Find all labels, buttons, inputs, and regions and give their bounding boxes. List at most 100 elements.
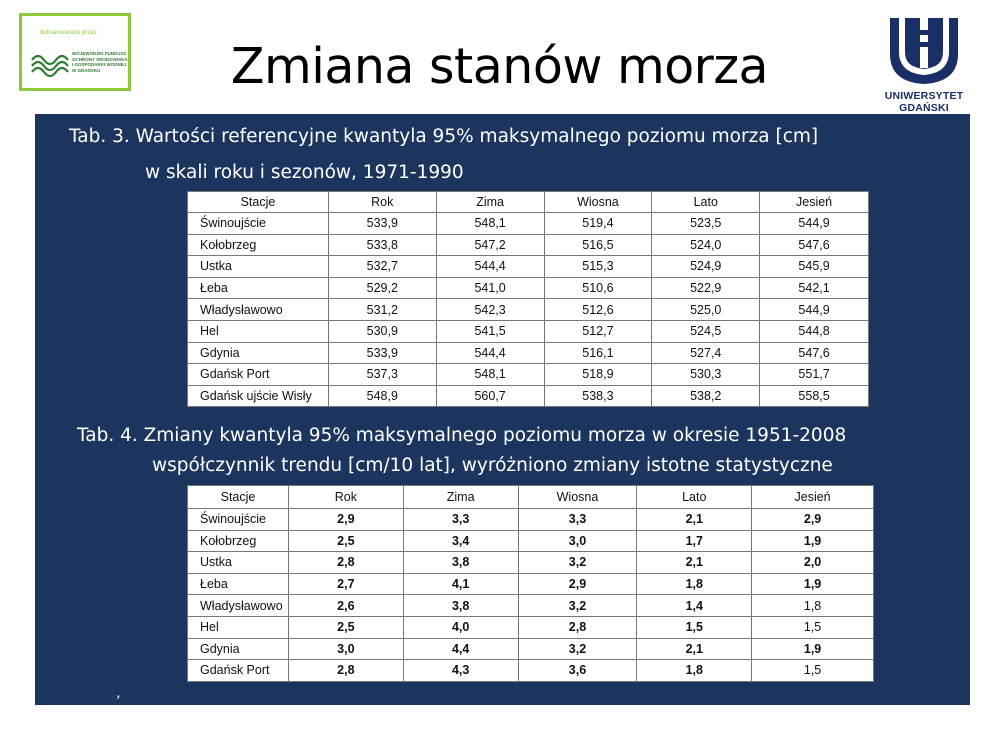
funding-logo-small-text: dofinansowano przez: [40, 30, 97, 36]
table4-header-row: Stacje Rok Zima Wiosna Lato Jesień: [187, 485, 874, 509]
table-row: Łeba 529,2 541,0 510,6 522,9 542,1: [187, 276, 869, 300]
value-cell: 3,2: [517, 551, 638, 574]
station-cell: Gdynia: [187, 341, 329, 365]
table4: Stacje Rok Zima Wiosna Lato Jesień Świnoujści…: [187, 485, 874, 682]
table-row: Gdynia 533,9 544,4 516,1 527,4 547,6: [187, 341, 869, 365]
value-cell: 3,4: [402, 529, 519, 553]
value-cell: 547,6: [759, 233, 869, 257]
value-cell: 2,5: [287, 529, 404, 553]
value-cell: 512,7: [543, 319, 653, 343]
station-cell: Gdańsk Port: [187, 659, 289, 682]
value-cell: 519,4: [543, 212, 653, 235]
value-cell: 1,8: [751, 594, 874, 617]
value-cell: 1,5: [636, 615, 753, 639]
column-header: Jesień: [759, 191, 869, 213]
value-cell: 1,8: [636, 659, 753, 682]
footer-mark: ’: [116, 694, 121, 710]
column-header: Wiosna: [517, 485, 638, 509]
value-cell: 4,4: [402, 637, 519, 661]
table-row: Gdańsk Port 537,3 548,1 518,9 530,3 551,7: [187, 363, 869, 386]
value-cell: 2,1: [636, 508, 753, 531]
value-cell: 1,9: [751, 637, 874, 661]
value-cell: 1,8: [636, 572, 753, 596]
station-cell: Łeba: [187, 572, 289, 596]
value-cell: 512,6: [543, 298, 653, 321]
value-cell: 3,6: [517, 659, 638, 682]
university-name: UNIWERSYTET GDAŃSKI: [884, 90, 964, 114]
table-row: Władysławowo 2,6 3,8 3,2 1,4 1,8: [187, 594, 874, 617]
value-cell: 548,1: [435, 363, 545, 386]
station-cell: Kołobrzeg: [187, 233, 329, 257]
funding-logo: dofinansowano przez WOJEWÓDZKI FUNDUSZ O…: [19, 13, 131, 91]
table4-caption-line1: Tab. 4. Zmiany kwantyla 95% maksymalnego…: [77, 425, 847, 446]
table4-caption-line2: współczynnik trendu [cm/10 lat], wyróżni…: [152, 455, 833, 476]
table-row: Kołobrzeg 533,8 547,2 516,5 524,0 547,6: [187, 233, 869, 257]
value-cell: 2,8: [287, 659, 404, 682]
value-cell: 560,7: [435, 384, 545, 408]
value-cell: 548,9: [327, 384, 437, 408]
university-crest-icon: [890, 18, 958, 84]
value-cell: 2,1: [636, 637, 753, 661]
page-title: Zmiana stanów morza: [230, 38, 769, 95]
value-cell: 545,9: [759, 255, 869, 278]
value-cell: 3,2: [517, 594, 638, 617]
value-cell: 2,8: [287, 551, 404, 574]
value-cell: 3,8: [402, 594, 519, 617]
table-row: Świnoujście 2,9 3,3 3,3 2,1 2,9: [187, 508, 874, 531]
value-cell: 530,9: [327, 319, 437, 343]
station-cell: Świnoujście: [187, 212, 329, 235]
value-cell: 547,2: [435, 233, 545, 257]
column-header: Zima: [402, 485, 519, 509]
table-row: Łeba 2,7 4,1 2,9 1,8 1,9: [187, 572, 874, 596]
station-cell: Ustka: [187, 255, 329, 278]
value-cell: 538,2: [651, 384, 761, 408]
station-cell: Kołobrzeg: [187, 529, 289, 553]
value-cell: 547,6: [759, 341, 869, 365]
table-row: Hel 2,5 4,0 2,8 1,5 1,5: [187, 615, 874, 639]
station-cell: Gdańsk Port: [187, 363, 329, 386]
value-cell: 1,7: [636, 529, 753, 553]
value-cell: 525,0: [651, 298, 761, 321]
value-cell: 542,3: [435, 298, 545, 321]
station-cell: Gdańsk ujście Wisły: [187, 384, 329, 408]
column-header: Zima: [435, 191, 545, 213]
value-cell: 510,6: [543, 276, 653, 300]
value-cell: 3,0: [287, 637, 404, 661]
value-cell: 515,3: [543, 255, 653, 278]
table3-caption-line1: Tab. 3. Wartości referencyjne kwantyla 9…: [69, 126, 819, 147]
table-row: Gdańsk Port 2,8 4,3 3,6 1,8 1,5: [187, 659, 874, 682]
value-cell: 1,5: [751, 659, 874, 682]
value-cell: 548,1: [435, 212, 545, 235]
value-cell: 3,8: [402, 551, 519, 574]
value-cell: 522,9: [651, 276, 761, 300]
value-cell: 2,5: [287, 615, 404, 639]
value-cell: 2,6: [287, 594, 404, 617]
column-header: Lato: [651, 191, 761, 213]
value-cell: 516,1: [543, 341, 653, 365]
value-cell: 544,8: [759, 319, 869, 343]
value-cell: 518,9: [543, 363, 653, 386]
table-row: Świnoujście 533,9 548,1 519,4 523,5 544,9: [187, 212, 869, 235]
value-cell: 544,9: [759, 212, 869, 235]
value-cell: 2,8: [517, 615, 638, 639]
column-header: Stacje: [187, 485, 289, 509]
value-cell: 541,0: [435, 276, 545, 300]
table3: Stacje Rok Zima Wiosna Lato Jesień Świnoujści…: [187, 191, 869, 408]
value-cell: 524,0: [651, 233, 761, 257]
value-cell: 2,9: [517, 572, 638, 596]
value-cell: 538,3: [543, 384, 653, 408]
value-cell: 2,9: [751, 508, 874, 531]
station-cell: Hel: [187, 319, 329, 343]
value-cell: 2,9: [287, 508, 404, 531]
value-cell: 2,1: [636, 551, 753, 574]
funding-logo-name: WOJEWÓDZKI FUNDUSZ OCHRONY ŚRODOWISKA I …: [72, 51, 128, 73]
value-cell: 533,8: [327, 233, 437, 257]
waves-icon: [31, 54, 69, 78]
value-cell: 527,4: [651, 341, 761, 365]
value-cell: 1,9: [751, 529, 874, 553]
value-cell: 544,9: [759, 298, 869, 321]
column-header: Wiosna: [543, 191, 653, 213]
value-cell: 4,0: [402, 615, 519, 639]
value-cell: 532,7: [327, 255, 437, 278]
table-row: Gdynia 3,0 4,4 3,2 2,1 1,9: [187, 637, 874, 661]
